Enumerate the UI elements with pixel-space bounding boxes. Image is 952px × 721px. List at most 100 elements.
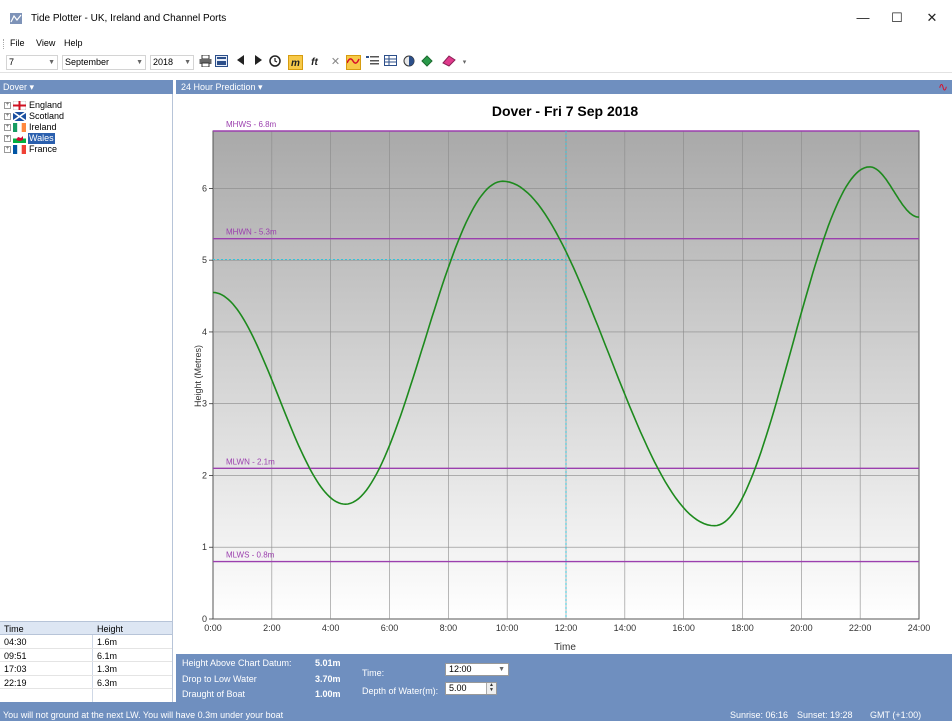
tree-item-england[interactable]: + England [4,100,63,111]
time-value: 12:00 [449,664,472,674]
wales-flag-icon [13,134,26,144]
header-time[interactable]: Time [4,624,24,634]
close-button[interactable]: ✕ [926,10,938,25]
day-select[interactable]: 7 ▼ [6,55,58,70]
y-tick-label: 3 [202,399,207,409]
cell-time: 22:19 [4,677,27,688]
wave-icon[interactable] [346,55,361,70]
cell-time: 04:30 [4,637,27,647]
feet-icon[interactable]: ft [311,57,318,68]
timezone: GMT (+1:00) [870,710,922,720]
eraser-icon[interactable] [441,55,456,70]
chart-mode-label: 24 Hour Prediction ▾ [181,82,263,92]
y-tick-label: 1 [202,542,207,552]
x-tick-label: 12:00 [555,623,578,633]
tree-item-label: England [29,100,63,110]
chevron-down-icon: ▼ [136,59,143,66]
next-icon[interactable] [250,55,265,70]
cell-time: 17:03 [4,664,27,674]
tree-item-france[interactable]: + France [4,144,58,155]
tree-item-wales[interactable]: + Wales [4,133,55,144]
list-icon[interactable] [365,55,380,70]
refresh-icon[interactable] [419,55,434,70]
expand-icon[interactable]: + [4,102,11,110]
chart-header[interactable]: 24 Hour Prediction ▾ ∿ [176,80,952,94]
moon-icon[interactable] [401,55,416,70]
spinner-icon[interactable]: ▲ ▼ [486,683,496,694]
year-select[interactable]: 2018 ▼ [150,55,194,70]
sunrise-time: Sunrise: 06:16 [730,710,789,720]
x-tick-label: 16:00 [672,623,695,633]
info-panel: Height Above Chart Datum: 5.01m Drop to … [176,654,952,702]
time-cursor [213,131,567,619]
x-tick-label: 24:00 [908,623,931,633]
toolbar-overflow-icon[interactable]: ▾ [462,59,467,66]
height-value: 5.01m [315,658,341,668]
table-row[interactable]: 17:03 1.3m [0,662,172,676]
cell-height: 6.3m [97,677,118,688]
cross-icon[interactable]: ✕ [330,56,341,68]
status-message: You will not ground at the next LW. You … [3,710,284,720]
drop-label: Drop to Low Water [182,674,257,684]
x-tick-label: 14:00 [614,623,637,633]
clock-icon[interactable] [267,55,282,70]
chevron-down-icon: ▼ [48,59,55,66]
y-tick-label: 6 [202,183,207,193]
x-tick-label: 2:00 [263,623,281,633]
minimize-button[interactable]: — [856,10,870,25]
maximize-button[interactable]: ☐ [891,10,903,25]
preview-icon[interactable] [214,55,229,70]
cell-height: 1.3m [97,664,118,674]
x-tick-label: 22:00 [849,623,872,633]
reference-line-label: MLWN - 2.1m [226,457,275,466]
y-axis-ticks: 0 1 2 3 4 5 6 [202,183,213,624]
depth-value: 5.00 [449,683,467,693]
x-tick-label: 4:00 [322,623,340,633]
tree-item-ireland[interactable]: + Ireland [4,122,58,133]
day-value: 7 [9,57,15,67]
table-icon[interactable] [383,55,398,70]
x-axis-ticks: 0:00 2:00 4:00 6:00 8:00 10:00 12:00 14:00 16:00… [204,623,930,633]
menu-help[interactable]: Help [64,38,83,48]
table-row[interactable]: 04:30 1.6m [0,635,172,649]
menu-view[interactable]: View [36,38,56,48]
expand-icon[interactable]: + [4,113,11,121]
depth-input[interactable]: 5.00 ▲ ▼ [445,682,497,695]
status-bar: You will not ground at the next LW. You … [0,702,952,721]
metres-icon[interactable]: m [288,55,303,70]
cell-time: 09:51 [4,650,27,661]
month-select[interactable]: September ▼ [62,55,146,70]
column-divider [92,622,93,703]
reference-line-label: MLWS - 0.8m [226,551,275,560]
table-row[interactable]: 09:51 6.1m [0,649,172,662]
y-axis-label: Height (Metres) [193,345,203,407]
scotland-flag-icon [13,112,26,122]
menu-file[interactable]: File [10,38,25,48]
table-row[interactable]: 22:19 6.3m [0,676,172,689]
expand-icon[interactable]: + [4,124,11,132]
tree-item-label: Wales [28,133,55,144]
time-select[interactable]: 12:00 ▼ [445,663,509,676]
draught-label: Draught of Boat [182,689,246,699]
tide-chart[interactable]: Dover - Fri 7 Sep 2018 MHWS - 6.8m MHWN -… [176,94,952,654]
location-header[interactable]: Dover ▾ [0,80,173,94]
year-value: 2018 [153,57,174,67]
y-tick-label: 2 [202,470,207,480]
header-height[interactable]: Height [97,624,124,634]
print-icon[interactable] [198,54,213,70]
cell-height: 1.6m [97,637,118,647]
y-tick-label: 0 [202,614,207,624]
expand-icon[interactable]: + [4,135,11,143]
france-flag-icon [13,145,26,155]
tide-chart-svg[interactable]: Dover - Fri 7 Sep 2018 MHWS - 6.8m MHWN -… [176,94,952,654]
tree-item-scotland[interactable]: + Scotland [4,111,65,122]
ireland-flag-icon [13,123,26,133]
expand-icon[interactable]: + [4,146,11,154]
depth-label: Depth of Water(m): [362,686,439,696]
x-tick-label: 6:00 [381,623,399,633]
tide-height-line [212,166,919,527]
prev-icon[interactable] [233,55,248,70]
england-flag-icon [13,101,26,111]
sunset-time: Sunset: 19:28 [797,710,853,720]
tree-item-label: France [29,144,58,154]
